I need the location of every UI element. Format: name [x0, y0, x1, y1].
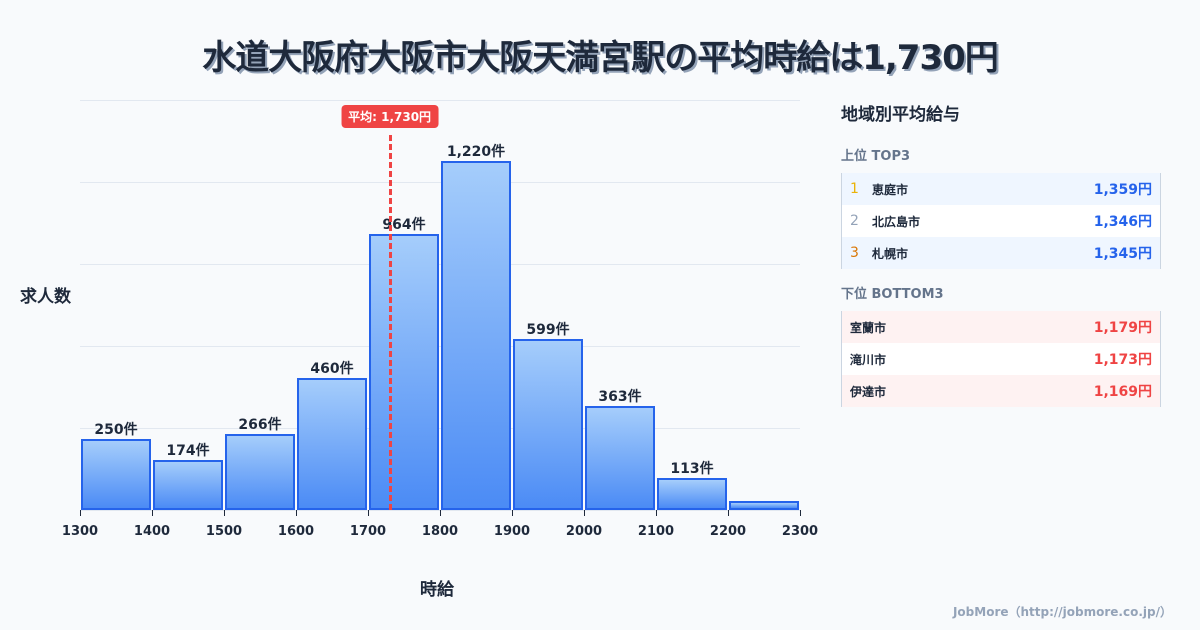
bar-value-label: 599件 [526, 321, 570, 338]
histogram-bar [513, 338, 583, 510]
x-tick [800, 510, 801, 516]
bar-value-label: 363件 [598, 389, 642, 406]
x-tick-label: 1700 [349, 524, 387, 539]
gridline [80, 182, 800, 183]
x-tick [152, 510, 153, 516]
bar-value-label: 964件 [382, 217, 426, 234]
x-tick [80, 510, 81, 516]
list-item: 1 恵庭市 1,359円 [842, 173, 1160, 205]
region-name: 室蘭市 [850, 320, 887, 335]
histogram-bar [225, 433, 295, 510]
histogram-chart: 250件 174件 266件 460件 964件 1,220件 599件 363件 113件 1… [20, 100, 818, 600]
top3-list: 1 恵庭市 1,359円 2 北広島市 1,346円 3 札幌市 1,345円 [841, 173, 1161, 269]
x-tick [656, 510, 657, 516]
x-tick-label: 1300 [61, 524, 99, 539]
region-name: 札幌市 [872, 246, 909, 261]
footer-credit: JobMore（http://jobmore.co.jp/） [952, 605, 1172, 619]
x-tick [512, 510, 513, 516]
x-tick-label: 1600 [277, 524, 315, 539]
bottom3-heading: 下位 BOTTOM3 [841, 287, 944, 302]
gridline [80, 428, 800, 429]
histogram-bar [657, 477, 727, 510]
x-tick-label: 1900 [493, 524, 531, 539]
list-item: 滝川市 1,173円 [842, 343, 1160, 375]
x-axis-label: 時給 [420, 580, 454, 600]
x-tick-label: 2200 [709, 524, 747, 539]
x-tick-label: 1800 [421, 524, 459, 539]
average-badge: 平均: 1,730円 [341, 105, 439, 128]
average-line [388, 135, 392, 510]
x-tick-label: 2300 [781, 524, 819, 539]
x-tick [584, 510, 585, 516]
region-name: 滝川市 [850, 352, 887, 367]
bar-value-label: 174件 [166, 443, 210, 460]
x-tick-label: 1500 [205, 524, 243, 539]
x-tick [224, 510, 225, 516]
x-tick-label: 2100 [637, 524, 675, 539]
histogram-bar [297, 378, 367, 510]
rank-number: 3 [850, 245, 859, 261]
region-value: 1,346円 [1093, 214, 1152, 230]
region-value: 1,345円 [1093, 246, 1152, 262]
histogram-bar [441, 161, 511, 510]
gridline [80, 100, 800, 101]
region-value: 1,179円 [1093, 320, 1152, 336]
list-item: 伊達市 1,169円 [842, 375, 1160, 407]
gridline [80, 346, 800, 347]
region-name: 伊達市 [850, 384, 887, 399]
gridline [80, 264, 800, 265]
x-tick [728, 510, 729, 516]
bar-value-label: 1,220件 [446, 144, 506, 161]
y-axis-label: 求人数 [20, 287, 71, 307]
bar-value-label: 460件 [310, 361, 354, 378]
rank-number: 2 [850, 213, 859, 229]
histogram-bar [585, 406, 655, 510]
bar-value-label: 250件 [94, 421, 138, 438]
x-tick [440, 510, 441, 516]
list-item: 3 札幌市 1,345円 [842, 237, 1160, 269]
rank-number: 1 [850, 181, 859, 197]
region-name: 恵庭市 [872, 182, 909, 197]
histogram-bar [153, 460, 223, 510]
bar-value-label: 266件 [238, 416, 282, 433]
x-tick-label: 1400 [133, 524, 171, 539]
panel-title: 地域別平均給与 [841, 105, 960, 125]
bottom3-list: 室蘭市 1,179円 滝川市 1,173円 伊達市 1,169円 [841, 311, 1161, 407]
histogram-bar [369, 234, 439, 510]
top3-heading: 上位 TOP3 [841, 149, 911, 164]
list-item: 室蘭市 1,179円 [842, 311, 1160, 343]
x-tick [368, 510, 369, 516]
regional-salary-panel: 地域別平均給与 上位 TOP3 1 恵庭市 1,359円 2 北広島市 1,34… [841, 100, 1161, 421]
histogram-bar [729, 501, 799, 510]
region-name: 北広島市 [872, 214, 921, 229]
region-value: 1,359円 [1093, 182, 1152, 198]
x-tick-label: 2000 [565, 524, 603, 539]
region-value: 1,173円 [1093, 352, 1152, 368]
page-title: 水道大阪府大阪市大阪天満宮駅の平均時給は1,730円 [202, 38, 999, 78]
list-item: 2 北広島市 1,346円 [842, 205, 1160, 237]
histogram-bar [81, 438, 151, 510]
bar-value-label: 113件 [670, 460, 714, 477]
region-value: 1,169円 [1093, 384, 1152, 400]
x-tick [296, 510, 297, 516]
